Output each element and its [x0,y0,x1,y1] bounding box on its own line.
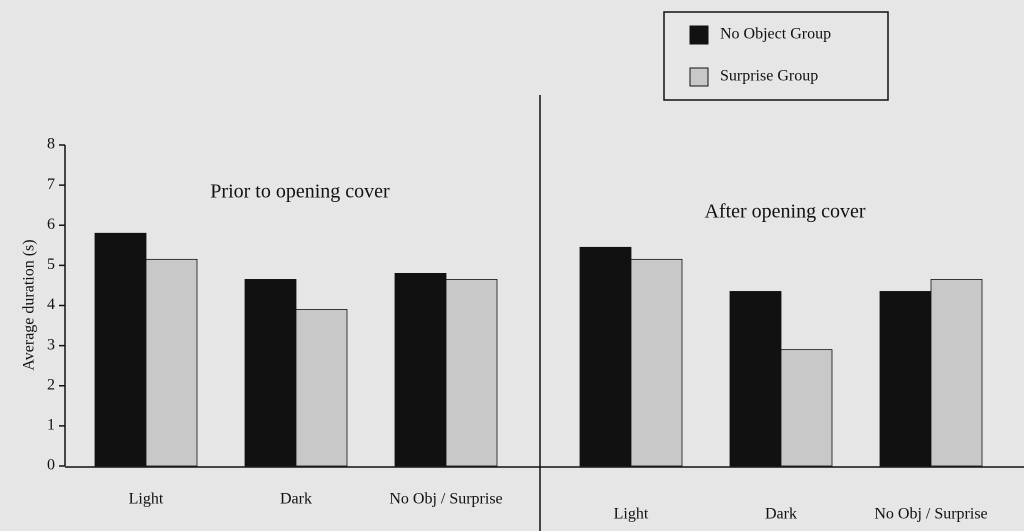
x-tick-label: No Obj / Surprise [389,491,502,508]
y-tick-label: 8 [47,136,55,153]
x-tick-label: Dark [280,491,312,508]
x-tick-label: No Obj / Surprise [874,506,987,523]
bar [295,309,348,467]
bar [244,279,297,467]
y-tick-label: 1 [47,417,55,434]
bar [394,272,447,467]
bar [145,258,198,467]
bar [579,246,632,467]
y-tick-label: 7 [47,176,55,193]
panel-title: After opening cover [704,201,865,223]
bar [445,279,498,467]
bar [780,349,833,467]
y-tick-label: 5 [47,256,55,273]
legend-label: No Object Group [720,26,831,43]
legend-label: Surprise Group [720,68,818,85]
y-tick-label: 3 [47,336,55,353]
bar [930,279,983,467]
bar [729,291,782,467]
legend-box [663,11,889,101]
y-axis-label: Average duration (s) [21,239,38,370]
x-tick-label: Light [129,491,164,508]
x-tick-label: Dark [765,506,797,523]
legend-swatch [689,67,709,87]
legend-swatch [689,25,709,45]
y-tick-label: 2 [47,376,55,393]
bar [879,291,932,467]
bar [630,258,683,467]
bar [94,232,147,467]
y-tick-label: 0 [47,457,55,474]
y-tick-label: 4 [47,296,55,313]
panel-title: Prior to opening cover [210,181,390,203]
x-tick-label: Light [614,506,649,523]
y-tick-label: 6 [47,216,55,233]
